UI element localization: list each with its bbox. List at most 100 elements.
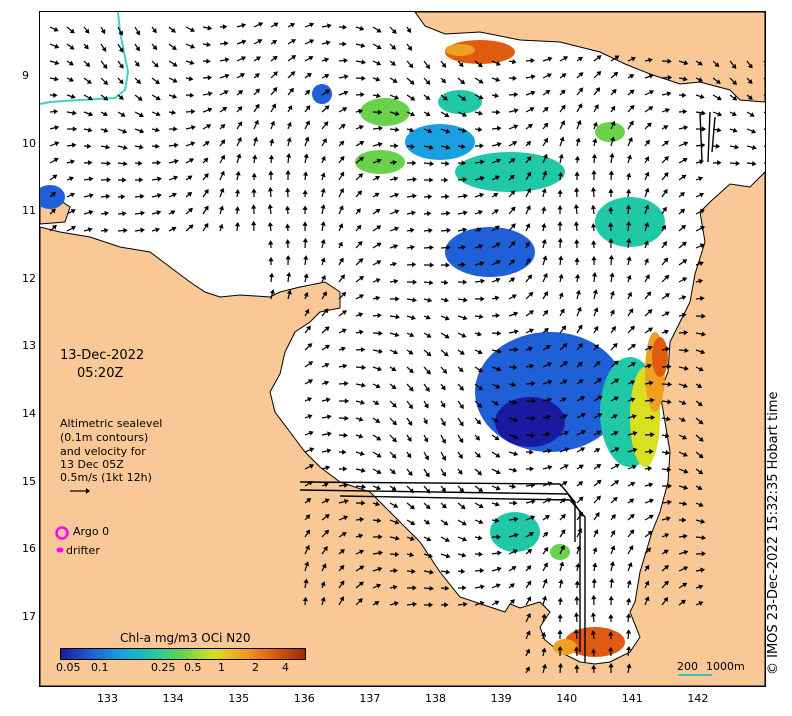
velocity-arrow-head xyxy=(358,581,364,587)
map-canvas[interactable]: 13-Dec-2022 05:20Z Altimetric sealevel (… xyxy=(39,11,766,687)
velocity-arrow-head xyxy=(445,160,450,167)
velocity-arrow-head xyxy=(320,596,326,602)
velocity-arrow-head xyxy=(285,169,291,175)
velocity-arrow-head xyxy=(428,144,434,150)
velocity-arrow-head xyxy=(526,140,532,146)
velocity-arrow-head xyxy=(425,111,431,117)
velocity-arrow-head xyxy=(378,550,384,556)
velocity-arrow-head xyxy=(596,378,602,383)
velocity-arrow-head xyxy=(542,578,548,584)
velocity-arrow-head xyxy=(441,503,447,509)
velocity-arrow-head xyxy=(428,227,433,234)
velocity-arrow-head xyxy=(394,192,400,198)
velocity-arrow-head xyxy=(204,141,210,146)
velocity-arrow-head xyxy=(563,464,569,469)
velocity-arrow-head xyxy=(171,226,177,232)
velocity-arrow-head xyxy=(395,314,401,320)
velocity-arrow-head xyxy=(307,414,313,420)
velocity-arrow-head xyxy=(575,562,581,568)
velocity-arrow-head xyxy=(426,333,432,338)
velocity-arrow-head xyxy=(574,580,580,585)
velocity-arrow xyxy=(763,77,765,80)
velocity-arrow-head xyxy=(341,291,347,297)
y-tick-label: 14 xyxy=(22,407,36,420)
velocity-arrow-head xyxy=(717,111,723,117)
velocity-arrow-head xyxy=(667,483,673,489)
velocity-arrow-head xyxy=(326,448,332,454)
velocity-arrow-head xyxy=(408,404,413,410)
velocity-arrow-head xyxy=(426,211,432,217)
velocity-arrow-head xyxy=(478,94,484,100)
velocity-arrow-head xyxy=(644,171,650,177)
velocity-arrow-head xyxy=(462,585,467,591)
altimetry-line-5: 0.5m/s (1kt 12h) xyxy=(60,471,152,484)
velocity-arrow-head xyxy=(270,120,276,126)
velocity-arrow-head xyxy=(683,141,689,147)
velocity-arrow-head xyxy=(682,157,688,163)
velocity-arrow-head xyxy=(683,468,689,474)
velocity-arrow-head xyxy=(667,58,672,64)
map-drawing xyxy=(40,12,765,686)
velocity-arrow-head xyxy=(375,278,381,284)
velocity-arrow-head xyxy=(410,520,416,525)
y-tick-label: 17 xyxy=(22,609,36,623)
velocity-arrow-head xyxy=(681,517,687,523)
velocity-arrow-head xyxy=(648,514,654,520)
velocity-arrow-head xyxy=(206,124,212,129)
velocity-arrow-head xyxy=(391,28,397,34)
velocity-arrow-head xyxy=(528,346,534,352)
velocity-arrow-head xyxy=(564,430,570,436)
velocity-arrow-head xyxy=(412,176,418,183)
velocity-arrow-head xyxy=(478,110,484,116)
velocity-arrow-head xyxy=(360,399,366,405)
velocity-arrow-head xyxy=(573,612,580,617)
velocity-arrow-head xyxy=(344,74,349,80)
velocity-arrow-head xyxy=(480,159,485,165)
velocity-arrow-head xyxy=(428,602,434,608)
velocity-arrow-head xyxy=(698,261,704,267)
velocity-arrow-head xyxy=(462,227,468,233)
velocity-arrow-head xyxy=(268,240,274,245)
velocity-arrow-head xyxy=(513,434,519,440)
velocity-arrow-head xyxy=(701,535,707,541)
velocity-arrow-head xyxy=(526,580,532,586)
velocity-arrow-head xyxy=(562,343,568,348)
velocity-arrow-head xyxy=(609,561,615,567)
velocity-arrow-head xyxy=(327,23,332,29)
velocity-arrow-head xyxy=(359,141,365,146)
velocity-arrow-head xyxy=(557,662,563,668)
velocity-arrow-head xyxy=(664,156,669,161)
velocity-arrow-head xyxy=(444,297,450,303)
velocity-arrow-head xyxy=(496,142,502,148)
velocity-arrow-head xyxy=(478,367,484,373)
velocity-arrow-head xyxy=(54,141,60,147)
velocity-arrow-head xyxy=(343,432,348,438)
velocity-arrow-head xyxy=(377,142,383,148)
velocity-arrow-head xyxy=(494,295,500,301)
velocity-arrow-head xyxy=(610,136,616,142)
velocity-arrow-head xyxy=(252,154,258,160)
velocity-arrow-head xyxy=(629,89,635,95)
velocity-arrow-head xyxy=(339,257,344,263)
velocity-arrow-head xyxy=(157,193,162,199)
velocity-arrow-head xyxy=(478,314,484,320)
velocity-arrow-head xyxy=(698,601,704,606)
velocity-arrow-head xyxy=(595,448,601,453)
velocity-arrow-head xyxy=(592,562,598,568)
velocity-arrow-head xyxy=(609,290,615,296)
velocity-arrow-head xyxy=(647,363,653,369)
velocity-arrow-head xyxy=(526,612,531,619)
velocity-arrow-head xyxy=(461,160,467,166)
velocity-arrow-head xyxy=(495,583,501,589)
velocity-arrow-head xyxy=(251,188,257,193)
velocity-arrow-head xyxy=(461,127,467,133)
velocity-arrow-head xyxy=(153,62,159,68)
velocity-arrow-head xyxy=(307,397,313,402)
velocity-arrow-head xyxy=(542,595,547,601)
velocity-arrow-head xyxy=(361,500,366,506)
velocity-arrow-head xyxy=(596,71,602,76)
velocity-arrow-head xyxy=(494,600,500,606)
velocity-arrow-head xyxy=(573,221,579,226)
velocity-arrow-head xyxy=(376,517,382,524)
velocity-arrow-head xyxy=(70,192,76,198)
